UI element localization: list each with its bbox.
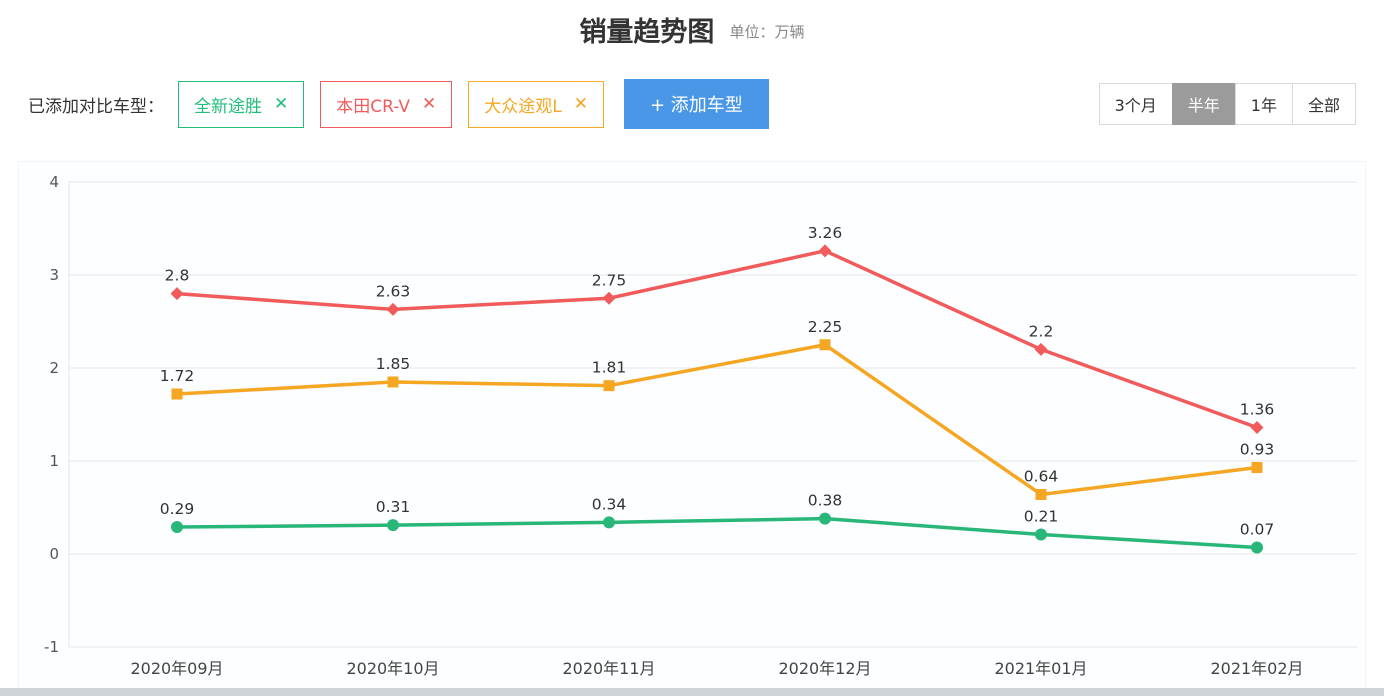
vehicle-tag-label: 大众途观L <box>484 96 562 117</box>
svg-text:2020年12月: 2020年12月 <box>778 659 871 678</box>
toolbar: 已添加对比车型： 全新途胜 ✕ 本田CR-V ✕ 大众途观L ✕ + 添加车型 3个月 半年… <box>0 79 1384 129</box>
range-tab-3[interactable]: 全部 <box>1291 83 1356 125</box>
data-point <box>1034 342 1048 356</box>
data-point <box>170 287 184 301</box>
data-point <box>818 244 832 258</box>
data-point-label: 2.63 <box>376 282 411 300</box>
data-point-label: 0.93 <box>1240 441 1275 459</box>
data-point <box>171 388 183 400</box>
tag-remove-icon[interactable]: ✕ <box>573 94 588 114</box>
data-point-label: 0.29 <box>160 500 195 518</box>
range-tab-1[interactable]: 半年 <box>1171 83 1236 125</box>
data-point <box>1035 488 1047 500</box>
vehicle-tag-label: 全新途胜 <box>194 96 262 117</box>
sales-trend-chart: 4 3 2 1 0 -1 2020年09月 2020年10月 2020年11月 2020年12月 2… <box>18 161 1366 696</box>
vehicle-tag-2: 大众途观L ✕ <box>468 80 604 128</box>
vehicle-tag-label: 本田CR-V <box>336 96 411 117</box>
data-point <box>1251 462 1263 474</box>
svg-text:2021年02月: 2021年02月 <box>1210 659 1303 678</box>
svg-text:2020年10月: 2020年10月 <box>346 659 439 678</box>
data-point-label: 0.34 <box>592 495 627 513</box>
unit-label: 单位：万辆 <box>729 23 805 41</box>
tag-remove-icon[interactable]: ✕ <box>422 94 437 114</box>
svg-text:2020年09月: 2020年09月 <box>130 659 223 678</box>
data-point-label: 0.21 <box>1024 507 1059 525</box>
data-point <box>387 519 399 532</box>
data-point <box>602 291 616 305</box>
data-point-label: 0.07 <box>1240 520 1275 538</box>
vehicle-tags: 全新途胜 ✕ 本田CR-V ✕ 大众途观L ✕ <box>178 80 604 128</box>
svg-text:0: 0 <box>49 545 59 563</box>
page-bottom-strip <box>0 688 1384 696</box>
data-point <box>819 512 831 525</box>
data-point <box>1250 421 1264 435</box>
data-point <box>603 516 615 529</box>
svg-text:1: 1 <box>49 452 59 470</box>
data-point <box>1251 541 1263 554</box>
data-point-label: 1.72 <box>160 367 195 385</box>
svg-text:2020年11月: 2020年11月 <box>562 659 655 678</box>
tag-remove-icon[interactable]: ✕ <box>274 94 289 114</box>
data-point <box>603 380 615 392</box>
data-point-label: 1.81 <box>592 359 627 377</box>
data-point <box>171 521 183 534</box>
svg-text:2021年01月: 2021年01月 <box>994 659 1087 678</box>
data-point-label: 0.31 <box>376 498 411 516</box>
data-point-label: 0.64 <box>1024 467 1059 485</box>
range-tabs: 3个月 半年 1年 全部 <box>1098 83 1356 125</box>
svg-text:2: 2 <box>49 359 59 377</box>
vehicle-tag-1: 本田CR-V ✕ <box>320 80 453 128</box>
data-point-label: 2.8 <box>165 267 190 285</box>
svg-text:-1: -1 <box>44 638 59 656</box>
data-point-label: 2.2 <box>1029 322 1054 340</box>
compare-models-label: 已添加对比车型： <box>28 96 164 117</box>
data-point-label: 1.36 <box>1240 401 1275 419</box>
data-point-label: 1.85 <box>376 355 411 373</box>
add-vehicle-button[interactable]: + 添加车型 <box>624 79 769 129</box>
data-point-label: 0.38 <box>808 492 843 510</box>
data-point <box>819 339 831 351</box>
range-tab-2[interactable]: 1年 <box>1234 83 1293 125</box>
page-title: 销量趋势图 <box>579 17 715 48</box>
range-tab-0[interactable]: 3个月 <box>1098 83 1173 125</box>
data-point-label: 2.25 <box>808 318 843 336</box>
page-header: 销量趋势图 单位：万辆 <box>0 0 1384 49</box>
svg-text:4: 4 <box>49 173 59 191</box>
data-point-label: 2.75 <box>592 271 627 289</box>
data-point <box>1035 528 1047 541</box>
data-point-label: 3.26 <box>808 224 843 242</box>
data-point <box>387 376 399 388</box>
svg-text:3: 3 <box>49 266 59 284</box>
chart-svg: 4 3 2 1 0 -1 2020年09月 2020年10月 2020年11月 2020年12月 2… <box>44 173 1357 678</box>
data-point <box>386 302 400 316</box>
vehicle-tag-0: 全新途胜 ✕ <box>178 80 305 128</box>
